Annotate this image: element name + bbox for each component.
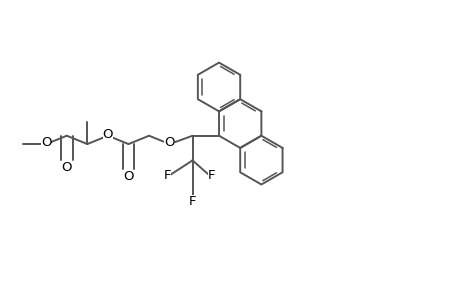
Text: F: F bbox=[207, 169, 215, 182]
Text: O: O bbox=[102, 128, 113, 141]
Text: O: O bbox=[62, 161, 72, 174]
Text: F: F bbox=[188, 195, 196, 208]
Text: O: O bbox=[41, 136, 51, 149]
Text: O: O bbox=[123, 170, 134, 183]
Text: F: F bbox=[163, 169, 171, 182]
Text: O: O bbox=[164, 136, 174, 149]
